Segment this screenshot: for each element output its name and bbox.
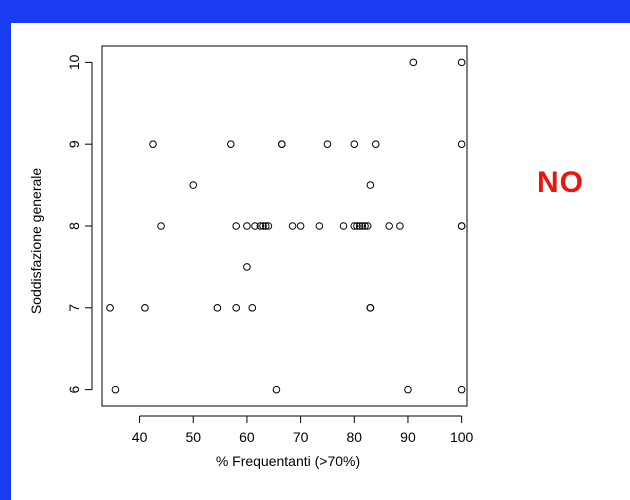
plot-area [101,45,468,407]
slide: 40 50 60 70 80 90 100 6 7 8 9 10 % Frequentanti (>… [11,23,630,500]
data-point [157,222,165,230]
data-point [358,222,367,230]
data-point [232,222,240,230]
scatter-chart: 40 50 60 70 80 90 100 6 7 8 9 10 % Frequentanti (>… [28,45,474,469]
verdict-label: NO [537,166,584,199]
data-point [278,140,286,148]
data-point [259,222,267,230]
data-point [264,222,273,230]
data-point [243,222,251,230]
data-point [361,222,369,230]
y-tick-label: 8 [66,222,82,230]
data-point [457,222,466,230]
data-point [227,140,235,148]
data-point [232,304,240,312]
y-tick-label: 9 [66,140,82,148]
y-tick-label: 7 [66,304,82,312]
data-point [189,181,198,189]
data-point [261,222,270,230]
data-point [149,140,157,148]
data-point [457,58,466,67]
x-axis-label: % Frequentanti (>70%) [216,453,360,469]
x-tick-label: 100 [450,429,474,445]
data-point [272,385,281,394]
data-point [288,222,297,230]
data-point [106,304,114,312]
data-point [371,140,380,148]
plot-frame [101,45,468,407]
data-point [350,140,359,148]
data-point [296,222,305,230]
x-tick-label: 40 [132,429,148,445]
x-tick-label: 70 [293,429,309,445]
data-point [141,304,149,312]
data-point [409,58,418,67]
data-point [256,222,265,230]
x-tick-label: 80 [346,429,362,445]
data-point [213,304,222,312]
data-point [457,385,466,394]
data-point [363,222,372,230]
data-points [106,58,466,394]
y-axis-label: Soddisfazione generale [28,168,44,315]
data-point [248,304,257,312]
x-axis: 40 50 60 70 80 90 100 [132,415,474,445]
data-point [339,222,348,230]
data-point [366,304,375,312]
data-point [350,222,359,230]
data-point [355,222,364,230]
y-axis: 6 7 8 9 10 [66,54,93,394]
data-point [366,181,375,189]
data-point [396,222,404,230]
x-tick-label: 90 [400,429,416,445]
data-point [353,222,361,230]
data-point [385,222,393,230]
data-point [323,140,332,148]
y-tick-label: 10 [66,54,82,70]
data-point [111,385,120,394]
x-tick-label: 60 [239,429,255,445]
data-point [243,263,251,271]
y-tick-label: 6 [66,386,82,394]
data-point [457,140,466,148]
data-point [251,222,259,230]
x-tick-label: 50 [185,429,201,445]
data-point [315,222,324,230]
data-point [404,385,412,394]
